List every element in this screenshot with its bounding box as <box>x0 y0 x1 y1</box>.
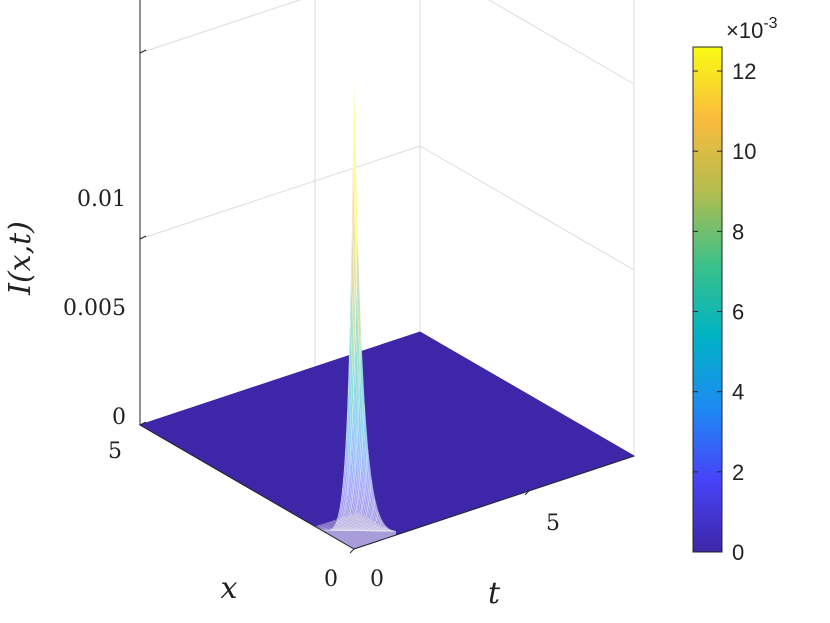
t-tick <box>524 490 530 496</box>
surface-face <box>315 80 354 550</box>
colorbar-tick-label: 0 <box>732 540 744 565</box>
x-tick-label: 5 <box>108 439 122 464</box>
t-tick-label: 5 <box>546 511 560 536</box>
t-axis-label: t <box>488 576 501 611</box>
colorbar-tick-label: 6 <box>732 300 744 325</box>
x-axis <box>139 424 355 550</box>
axes-grid <box>139 0 635 456</box>
colorbar-tick-label: 2 <box>732 460 744 485</box>
t-tick-label: 0 <box>370 567 384 592</box>
colorbar-ticks: 0 2 4 6 8 10 12 <box>693 59 756 565</box>
colorbar-exponent-base: ×10-3 <box>726 15 778 43</box>
surface-face <box>354 80 396 550</box>
x-tick-label: 0 <box>324 567 338 592</box>
t-axis <box>353 455 635 550</box>
grid-line <box>139 145 635 271</box>
colorbar-tick-label: 4 <box>732 380 744 405</box>
z-tick-label: 0.005 <box>63 296 126 321</box>
z-tick <box>139 49 147 54</box>
colorbar <box>692 46 723 553</box>
z-tick-label: 0 <box>112 405 126 430</box>
x-axis-label: x <box>221 571 238 606</box>
axes-lines <box>139 0 635 554</box>
z-tick <box>139 421 147 426</box>
colorbar-tick-label: 10 <box>732 139 756 164</box>
z-tick-label: 0.01 <box>77 187 126 212</box>
z-tick <box>139 235 147 240</box>
z-axis-label: I(x,t) <box>3 221 38 296</box>
grid-line <box>139 0 635 85</box>
surface-spike <box>315 80 397 550</box>
colorbar-tick-label: 8 <box>732 219 744 244</box>
colorbar-exponent: -3 <box>763 15 777 32</box>
t-tick <box>349 548 355 554</box>
colorbar-tick-label: 12 <box>732 59 756 84</box>
